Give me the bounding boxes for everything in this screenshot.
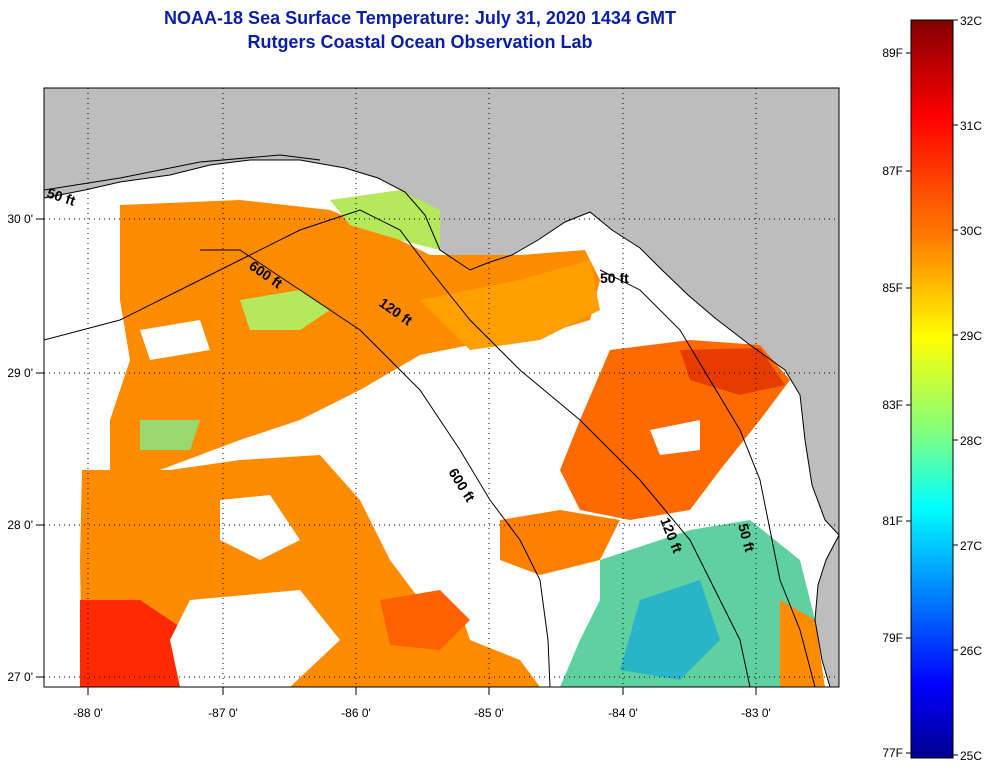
colorbar-c-label: 28C (960, 434, 982, 448)
contour-50ft-west (44, 154, 321, 191)
land-mass-north (44, 88, 839, 535)
map-title: NOAA-18 Sea Surface Temperature: July 31… (164, 8, 676, 28)
latitude-axis: 30 0' 29 0' 28 0' 27 0' (7, 212, 33, 684)
bathymetry-contours (44, 154, 816, 687)
longitude-axis: -88 0' -87 0' -86 0' -85 0' -84 0' -83 0… (73, 706, 771, 720)
colorbar-f-label: 89F (882, 46, 903, 60)
contour-50ft-east (599, 269, 816, 687)
colorbar-gradient (910, 19, 954, 759)
lat-tick-label: 27 0' (7, 670, 33, 684)
lat-tick-label: 29 0' (7, 366, 33, 380)
lat-tick-label: 28 0' (7, 518, 33, 532)
colorbar: 89F 87F 85F 83F 81F 79F 77F 32C 31C 30C … (882, 14, 982, 763)
colorbar-c-label: 25C (960, 749, 982, 763)
colorbar-f-label: 81F (882, 514, 903, 528)
colorbar-c-label: 30C (960, 224, 982, 238)
colorbar-c-label: 29C (960, 329, 982, 343)
lon-tick-label: -87 0' (208, 706, 238, 720)
lon-tick-label: -83 0' (741, 706, 771, 720)
colorbar-f-label: 83F (882, 398, 903, 412)
lon-tick-label: -84 0' (608, 706, 638, 720)
coastline (44, 159, 839, 536)
colorbar-c-label: 26C (960, 644, 982, 658)
coastline-south (814, 534, 839, 687)
colorbar-f-label: 87F (882, 164, 903, 178)
axis-ticks (36, 218, 757, 695)
contour-label: 50 ft (600, 270, 629, 286)
plot-frame (43, 87, 840, 688)
lon-tick-label: -88 0' (73, 706, 103, 720)
contour-120ft (44, 209, 751, 687)
contour-600ft (200, 249, 551, 687)
colorbar-c-label: 27C (960, 539, 982, 553)
colorbar-c-label: 31C (960, 119, 982, 133)
colorbar-f-label: 79F (882, 631, 903, 645)
colorbar-f-label: 85F (882, 281, 903, 295)
colorbar-f-label: 77F (882, 746, 903, 760)
lon-tick-label: -85 0' (474, 706, 504, 720)
map-subtitle: Rutgers Coastal Ocean Observation Lab (247, 32, 593, 52)
lon-tick-label: -86 0' (341, 706, 371, 720)
plot-area: 50 ft 600 ft 120 ft 50 ft 600 ft 120 ft … (44, 88, 839, 687)
colorbar-c-label: 32C (960, 14, 982, 28)
sst-field (80, 190, 825, 687)
lat-tick-label: 30 0' (7, 212, 33, 226)
contour-label: 50 ft (735, 522, 758, 554)
land-mass-south (815, 535, 839, 687)
